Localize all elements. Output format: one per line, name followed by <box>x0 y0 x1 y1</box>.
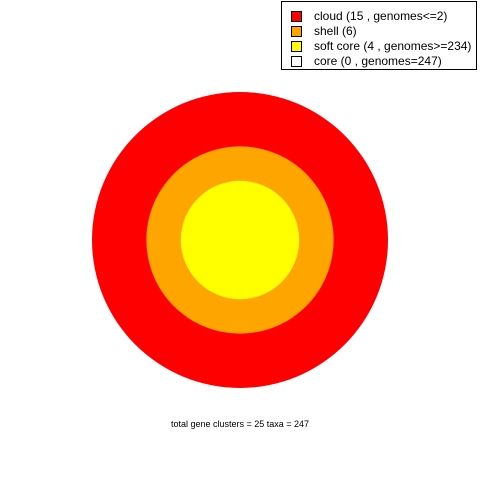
legend-label-soft-core: soft core (4 , genomes>=234) <box>314 39 472 53</box>
legend-label-cloud: cloud (15 , genomes<=2) <box>314 9 448 23</box>
legend-swatch-soft-core <box>291 40 302 52</box>
legend-item-shell: shell (6) <box>291 23 357 39</box>
legend-item-cloud: cloud (15 , genomes<=2) <box>291 8 447 24</box>
chart-caption: total gene clusters = 25 taxa = 247 <box>170 419 310 429</box>
legend-swatch-core <box>291 55 302 67</box>
legend-label-core: core (0 , genomes=247) <box>314 54 442 68</box>
legend-item-soft-core: soft core (4 , genomes>=234) <box>291 38 471 54</box>
legend-swatch-shell <box>291 25 302 37</box>
legend-item-core: core (0 , genomes=247) <box>291 53 442 69</box>
ring-soft-core <box>180 180 300 300</box>
legend-label-shell: shell (6) <box>314 24 357 38</box>
legend: cloud (15 , genomes<=2) shell (6) soft c… <box>281 1 477 70</box>
legend-swatch-cloud <box>291 10 302 22</box>
